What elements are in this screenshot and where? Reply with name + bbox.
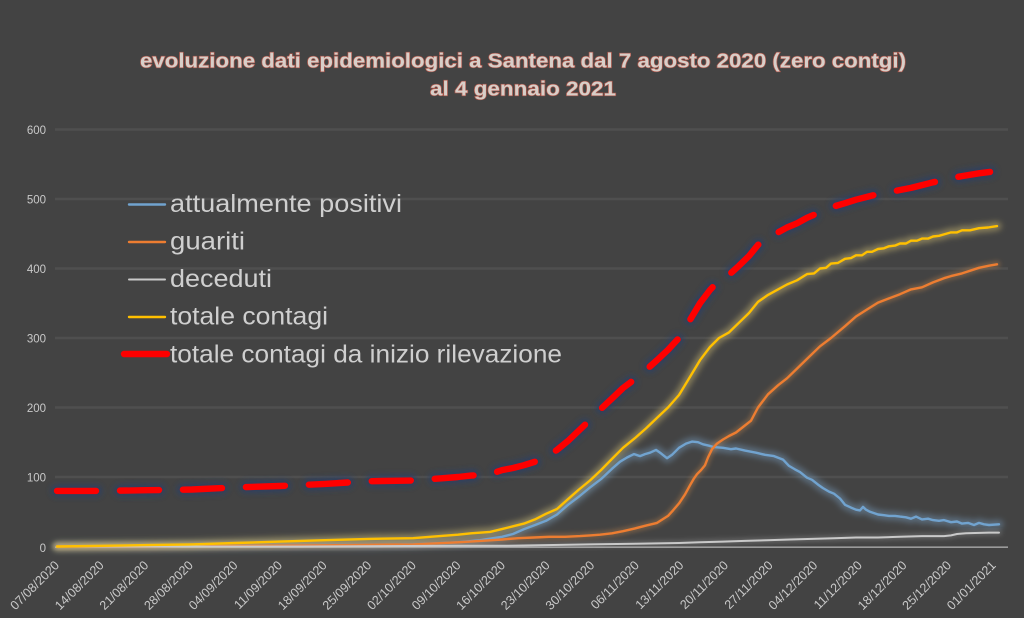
svg-text:totale contagi: totale contagi (170, 303, 328, 331)
svg-text:evoluzione dati epidemiologici: evoluzione dati epidemiologici a Santena… (140, 51, 906, 73)
svg-text:500: 500 (27, 195, 46, 207)
svg-text:totale contagi da inizio rilev: totale contagi da inizio rilevazione (170, 341, 562, 369)
svg-text:300: 300 (27, 334, 46, 346)
svg-text:deceduti: deceduti (170, 265, 272, 293)
svg-text:al 4 gennaio 2021: al 4 gennaio 2021 (430, 79, 616, 101)
svg-text:400: 400 (27, 264, 46, 276)
svg-text:200: 200 (27, 403, 46, 415)
svg-text:0: 0 (40, 543, 46, 555)
svg-text:600: 600 (27, 125, 46, 137)
svg-text:guariti: guariti (170, 228, 245, 256)
svg-text:attualmente positivi: attualmente positivi (170, 190, 402, 218)
svg-text:100: 100 (27, 473, 46, 485)
